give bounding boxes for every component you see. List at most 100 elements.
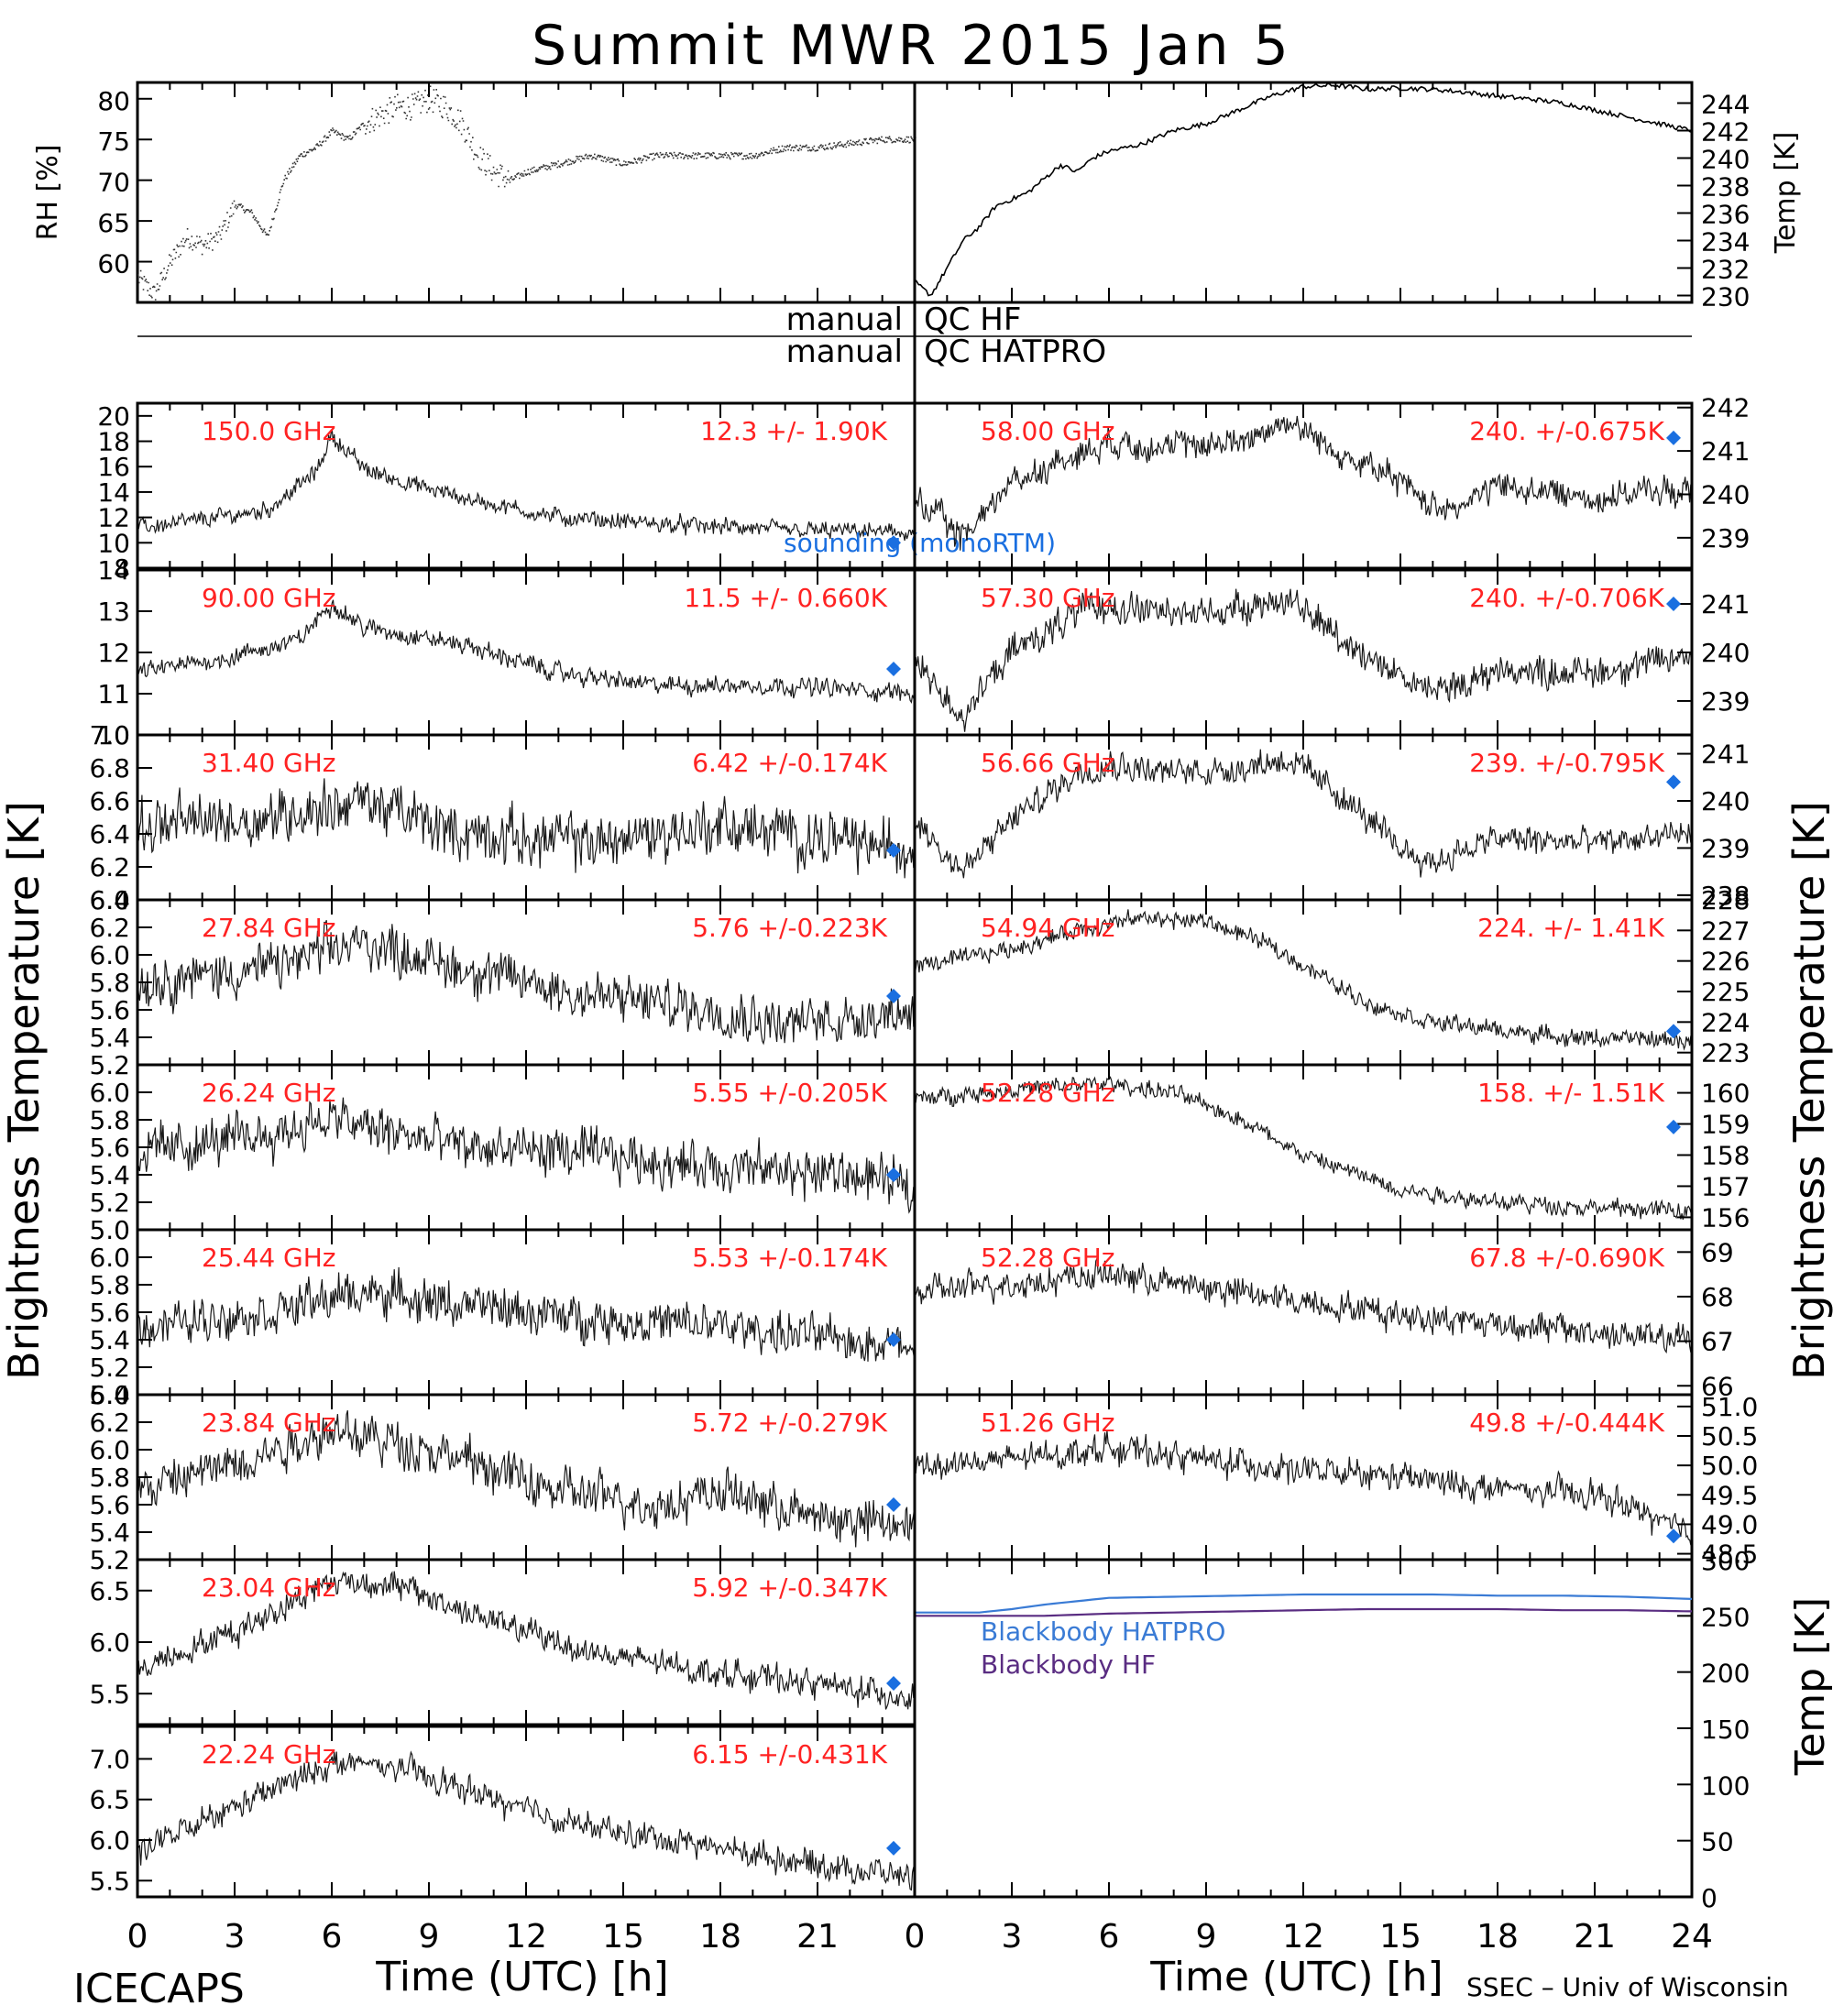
bt-right-panel-1-ytick-label: 241 — [1701, 589, 1750, 619]
bt-right-panel-0-series — [914, 415, 1693, 551]
bt-right-panel-2-freq: 56.66 GHz — [981, 748, 1115, 778]
bt-right-panel-0-stat: 240. +/-0.675K — [1469, 416, 1664, 446]
qc-strip: manual QC HF manual QC HATPRO — [137, 301, 1692, 370]
bt-right-panel-3-ytick-label: 228 — [1701, 885, 1750, 915]
bt-left-panel-1-ytick-label: 12 — [97, 638, 130, 668]
bt-right-panel-0-ytick-label: 240 — [1701, 479, 1750, 509]
bt-left-panel-3-ytick-label: 5.8 — [89, 968, 130, 998]
bt-left-panel-6-ytick-label: 5.8 — [89, 1463, 130, 1493]
bt-right-panel-0-freq: 58.00 GHz — [981, 416, 1115, 446]
bt-left-panel-3-ytick-label: 5.2 — [89, 1050, 130, 1080]
bt-left-panel-2-ytick-label: 6.2 — [89, 852, 130, 882]
bt-right-panel-6-ytick-label: 50.0 — [1701, 1451, 1758, 1481]
temp-series — [914, 82, 1693, 297]
bt-right-panel-1-freq: 57.30 GHz — [981, 583, 1115, 613]
bt-left-panel-4: 5.05.25.45.65.86.0 26.24 GHz 5.55 +/-0.205… — [89, 1063, 916, 1245]
bt-right-panel-0-ytick-label: 239 — [1701, 523, 1750, 553]
bt-right-panel-2-ytick-label: 238 — [1701, 881, 1750, 911]
bt-left-panel-0-ytick-label: 16 — [97, 452, 130, 482]
bt-left-panel-6-series — [137, 1410, 916, 1548]
bt-left-panel-3-stat: 5.76 +/-0.223K — [692, 913, 887, 943]
x-tick-right: 6 — [1099, 1918, 1120, 1956]
bt-right-panel-6-sounding-marker — [1666, 1528, 1681, 1544]
bt-right-panel-4-ytick-label: 160 — [1701, 1079, 1750, 1109]
bt-left-panel-4-ytick-label: 5.0 — [89, 1215, 130, 1245]
qc-hatpro-right-label: QC HATPRO — [924, 334, 1106, 370]
bt-left-panel-4-sounding-marker — [886, 1167, 901, 1182]
bt-right-panel-3-ytick-label: 224 — [1701, 1007, 1750, 1037]
bt-left-panel-7-ytick-label: 5.5 — [89, 1679, 130, 1709]
bt-right-panel-0: 239 240 241 242 58.00 GHz 240. +/-0.675K — [913, 393, 1750, 570]
bt-right-panel-6-ytick-label: 49.5 — [1701, 1480, 1758, 1510]
temp-ytick-label: 240 — [1701, 145, 1750, 175]
blackbody-ytick-label: 100 — [1701, 1770, 1750, 1801]
x-tick-right: 3 — [1002, 1918, 1023, 1956]
bt-left-panel-4-ytick-label: 6.0 — [89, 1078, 130, 1108]
bt-left-panel-3-series — [137, 919, 916, 1046]
x-tick-left: 0 — [127, 1918, 148, 1956]
bt-left-panel-2-freq: 31.40 GHz — [202, 748, 336, 778]
bt-left-panel-5-ytick-label: 5.2 — [89, 1353, 130, 1383]
bt-left-panel-5-ytick-label: 5.6 — [89, 1298, 130, 1328]
bt-right-panel-2-stat: 239. +/-0.795K — [1469, 748, 1664, 778]
x-axis-label-right: Time (UTC) [h] — [1149, 1954, 1443, 2000]
figure-title: Summit MWR 2015 Jan 5 — [532, 14, 1292, 78]
bt-left-panel-8-ytick-label: 6.0 — [89, 1825, 130, 1856]
bt-left-panel-7-stat: 5.92 +/-0.347K — [692, 1572, 887, 1603]
x-tick-right: 24 — [1671, 1918, 1713, 1956]
x-tick-left: 3 — [225, 1918, 246, 1956]
bt-right-panel-4-series — [914, 1076, 1693, 1221]
bt-left-panel-7-ytick-label: 6.0 — [89, 1627, 130, 1658]
bt-left-panel-1-stat: 11.5 +/- 0.660K — [684, 583, 887, 613]
bt-left-panel-4-freq: 26.24 GHz — [202, 1078, 336, 1108]
bt-left-panel-0-stat: 12.3 +/- 1.90K — [700, 416, 887, 446]
bt-left-panel-5-ytick-label: 5.0 — [89, 1380, 130, 1410]
bt-left-panel-5-sounding-marker — [886, 1332, 901, 1347]
bt-left-panel-8: 5.5 6.0 6.5 7.0 22.24 GHz 6.15 +/-0.431K — [89, 1725, 916, 1899]
bt-left-panel-1-ytick-label: 14 — [97, 555, 130, 586]
bt-right-panel-6-ytick-label: 51.0 — [1701, 1392, 1758, 1422]
bt-left-panel-6-sounding-marker — [886, 1497, 901, 1512]
bt-left-panel-5-ytick-label: 5.8 — [89, 1270, 130, 1300]
bt-right-panel-1-ytick-label: 240 — [1701, 638, 1750, 668]
x-tick-right: 12 — [1282, 1918, 1324, 1956]
qc-hf-right-label: QC HF — [924, 301, 1021, 338]
bt-left-panel-0-ytick-label: 12 — [97, 503, 130, 533]
bt-right-panel-2-sounding-marker — [1666, 774, 1681, 790]
bt-left-panel-4-ytick-label: 5.6 — [89, 1133, 130, 1163]
bt-left-panel-2-ytick-label: 6.4 — [89, 819, 130, 849]
bt-left-panel-6-ytick-label: 6.4 — [89, 1380, 130, 1410]
bt-right-panel-6-stat: 49.8 +/-0.444K — [1469, 1408, 1664, 1438]
bt-right-panel-3-ytick-label: 225 — [1701, 977, 1750, 1007]
temp-ytick-label: 244 — [1701, 90, 1750, 120]
bt-left-panel-4-ytick-label: 5.2 — [89, 1188, 130, 1218]
x-tick-left: 12 — [505, 1918, 547, 1956]
rh-ytick-label: 80 — [97, 86, 130, 116]
bt-right-panel-4-ytick-label: 157 — [1701, 1171, 1750, 1201]
rh-panel-frame — [136, 81, 916, 304]
bt-left-panel-5-stat: 5.53 +/-0.174K — [692, 1243, 887, 1273]
bt-left-panel-7-sounding-marker — [886, 1676, 901, 1691]
bt-left-panel-6-stat: 5.72 +/-0.279K — [692, 1408, 887, 1438]
bt-left-panel-8-stat: 6.15 +/-0.431K — [692, 1739, 887, 1769]
temp-ytick-label: 238 — [1701, 172, 1750, 203]
bt-right-panel-0-ytick-label: 242 — [1701, 393, 1750, 423]
bt-right-panel-0-sounding-marker — [1666, 430, 1681, 445]
rh-ylabel: RH [%] — [32, 145, 64, 241]
bt-left-panel-1: 10 11 12 13 14 90.00 GHz 11.5 +/- 0.660K — [97, 555, 916, 751]
x-tick-left: 21 — [796, 1918, 839, 1956]
bt-left-panel-8-freq: 22.24 GHz — [202, 1739, 336, 1769]
footer-ssec: SSEC – Univ of Wisconsin — [1466, 1972, 1789, 2002]
x-tick-left: 9 — [419, 1918, 440, 1956]
rh-series — [137, 85, 916, 301]
rh-ytick-label: 70 — [97, 168, 130, 198]
bt-right-panel-1-ytick-label: 239 — [1701, 686, 1750, 717]
blackbody-legend-1: Blackbody HF — [981, 1649, 1156, 1680]
bt-right-panel-6: 48.549.049.550.050.551.0 51.26 GHz 49.8 +/… — [913, 1392, 1758, 1570]
bt-right-panel-6-ytick-label: 48.5 — [1701, 1539, 1758, 1570]
